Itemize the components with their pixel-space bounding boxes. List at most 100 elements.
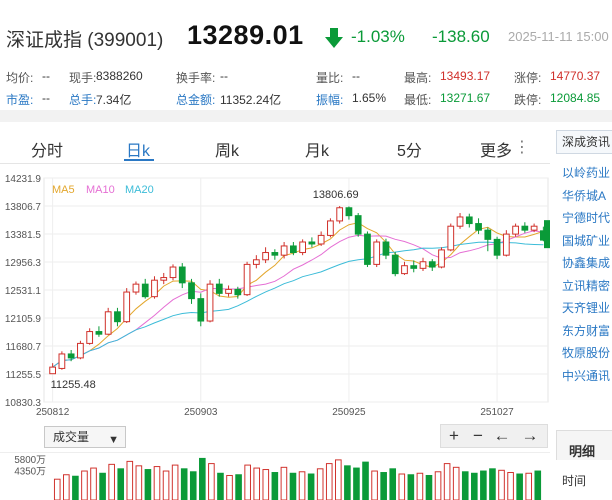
candle[interactable] xyxy=(234,286,242,299)
candle[interactable] xyxy=(336,206,344,224)
candle[interactable] xyxy=(410,260,418,273)
candle[interactable] xyxy=(215,278,223,297)
candle[interactable] xyxy=(197,293,205,327)
candle-body xyxy=(345,207,353,217)
detail-panel: 明细 时间 xyxy=(556,426,612,500)
volume-bar xyxy=(108,463,115,500)
chart-period-tabs: 分时 日k 周k 月k 5分 更多 ⋮ xyxy=(0,130,550,164)
candle[interactable] xyxy=(169,264,177,281)
candle[interactable] xyxy=(447,223,455,252)
candle-body xyxy=(336,207,344,222)
candle[interactable] xyxy=(521,222,529,233)
candle[interactable] xyxy=(327,218,334,238)
candle[interactable] xyxy=(345,206,353,220)
candle[interactable] xyxy=(401,261,408,275)
candle[interactable] xyxy=(86,328,94,345)
candle[interactable] xyxy=(391,251,399,277)
candlestick-chart[interactable]: 14231.9 13806.7 13381.5 12956.3 12531.1 12105… xyxy=(0,166,550,424)
candle[interactable] xyxy=(364,231,371,268)
y-tick-label: 11255.5 xyxy=(6,370,42,381)
pan-right-icon[interactable]: → xyxy=(521,426,539,445)
candle[interactable] xyxy=(67,349,75,362)
candle[interactable] xyxy=(141,278,149,299)
candle[interactable] xyxy=(95,326,103,337)
tab-1[interactable]: 日k xyxy=(126,143,151,160)
candle[interactable] xyxy=(308,237,316,248)
tab-detail[interactable]: 明细 xyxy=(569,444,596,459)
candle[interactable] xyxy=(512,223,519,237)
candle[interactable] xyxy=(456,213,464,229)
candle-body xyxy=(290,245,297,254)
section-divider xyxy=(0,110,612,122)
candle[interactable] xyxy=(280,242,288,259)
candle[interactable] xyxy=(225,285,232,297)
candle-body xyxy=(49,366,56,375)
stat-value: 1.65% xyxy=(352,91,387,105)
tab-2[interactable]: 周k xyxy=(215,143,240,160)
candle[interactable] xyxy=(428,259,436,271)
candle[interactable] xyxy=(58,351,66,370)
volume-bar xyxy=(316,468,324,500)
volume-bar xyxy=(452,466,460,500)
news-item[interactable]: 国城矿业 xyxy=(562,233,611,248)
tab-5[interactable]: 更多 xyxy=(480,143,513,160)
news-item[interactable]: 以岭药业 xyxy=(562,166,611,180)
candle[interactable] xyxy=(465,213,473,228)
news-item[interactable]: 华侨城A xyxy=(562,188,607,203)
candle[interactable] xyxy=(188,278,195,304)
candle[interactable] xyxy=(252,255,260,269)
candle[interactable] xyxy=(354,213,362,237)
stat-value: -- xyxy=(220,69,228,83)
candle[interactable] xyxy=(317,231,325,246)
candle[interactable] xyxy=(132,281,140,295)
candle[interactable] xyxy=(438,247,445,269)
candle[interactable] xyxy=(178,263,186,289)
tab-4[interactable]: 5分 xyxy=(397,143,422,160)
news-sidebar: 深成资讯 以岭药业华侨城A 宁德时代国城矿业协鑫集成立讯精密天齐锂业东方财富牧原股… xyxy=(556,122,612,422)
volume-bar xyxy=(253,467,261,500)
candle[interactable] xyxy=(49,363,56,375)
news-sidebar-header[interactable]: 深成资讯 xyxy=(556,130,612,154)
news-item[interactable]: 立讯精密 xyxy=(562,278,611,293)
volume-bar xyxy=(407,474,415,500)
vertical-ellipsis-icon[interactable]: ⋮ xyxy=(514,139,530,156)
zoom-out-icon[interactable]: − xyxy=(473,426,483,445)
candle[interactable] xyxy=(493,236,501,260)
candle[interactable] xyxy=(271,249,279,260)
candle[interactable] xyxy=(262,247,269,264)
candle[interactable] xyxy=(290,242,297,256)
candle[interactable] xyxy=(123,288,131,323)
tab-3[interactable]: 月k xyxy=(305,143,330,160)
tab-0[interactable]: 分时 xyxy=(31,143,64,160)
candle[interactable] xyxy=(243,261,251,296)
candle-body xyxy=(308,241,316,245)
candle[interactable] xyxy=(206,280,214,323)
volume-bar xyxy=(335,459,342,500)
news-item[interactable]: 牧原股份 xyxy=(562,346,611,360)
indicator-select[interactable]: 成交量 ▼ xyxy=(44,426,126,448)
candle[interactable] xyxy=(299,239,306,256)
candle[interactable] xyxy=(502,230,510,257)
candle[interactable] xyxy=(160,272,168,285)
candle[interactable] xyxy=(77,340,84,360)
zoom-in-icon[interactable]: + xyxy=(449,426,459,445)
news-item[interactable]: 天齐锂业 xyxy=(562,301,611,315)
volume-bar xyxy=(262,469,270,500)
candle[interactable] xyxy=(104,307,112,335)
news-item[interactable]: 协鑫集成 xyxy=(562,256,611,270)
candle-body xyxy=(401,265,408,275)
candle[interactable] xyxy=(484,227,492,252)
news-item[interactable]: 宁德时代 xyxy=(562,211,611,225)
news-item[interactable]: 东方财富 xyxy=(562,323,611,338)
candle[interactable] xyxy=(373,239,381,268)
pan-left-icon[interactable]: ← xyxy=(493,426,511,445)
candle[interactable] xyxy=(114,307,121,327)
candle[interactable] xyxy=(382,238,390,260)
candle[interactable] xyxy=(151,276,158,299)
news-item[interactable]: 中兴通讯 xyxy=(562,368,611,383)
candle[interactable] xyxy=(419,257,427,271)
candle[interactable] xyxy=(475,218,482,235)
candle[interactable] xyxy=(530,223,538,233)
volume-bar xyxy=(144,469,152,500)
